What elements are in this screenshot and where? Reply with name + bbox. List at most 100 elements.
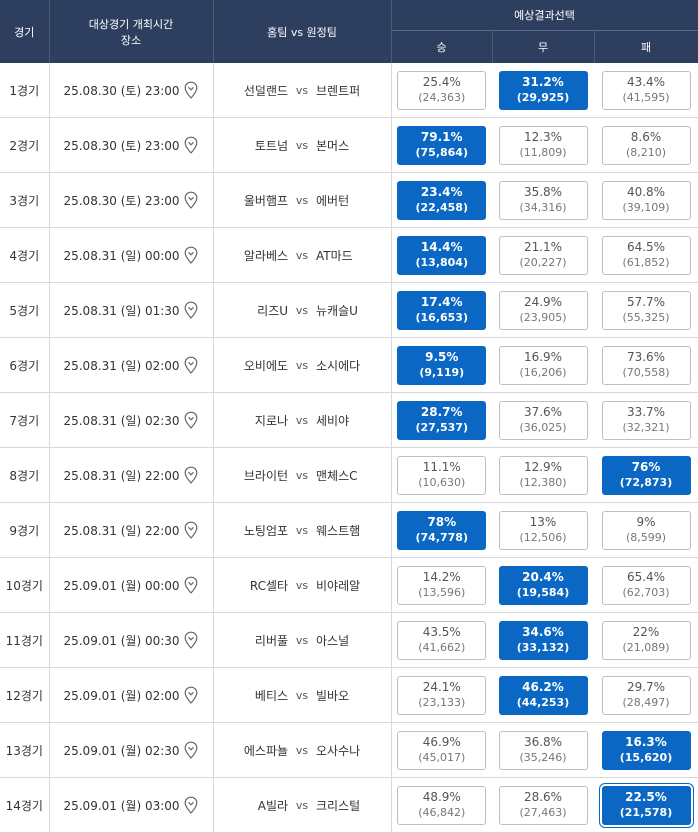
game-number: 6경기 <box>0 337 50 393</box>
win-option-button[interactable]: 48.9% (46,842) <box>397 785 487 825</box>
draw-option-button[interactable]: 20.4% (19,584) <box>498 565 588 605</box>
location-pin-icon[interactable] <box>183 796 199 814</box>
game-number: 3경기 <box>0 172 50 228</box>
location-pin-icon[interactable] <box>183 136 199 154</box>
draw-option-button[interactable]: 28.6% (27,463) <box>498 785 588 825</box>
lose-option-button[interactable]: 64.5% (61,852) <box>601 235 691 275</box>
draw-option-button[interactable]: 12.9% (12,380) <box>498 455 588 495</box>
lose-option-button[interactable]: 40.8% (39,109) <box>601 180 691 220</box>
match-row: 6경기 25.08.31 (일) 02:00 오비에도 vs 소시에다 9.5% (9,11… <box>0 337 698 393</box>
win-option-button[interactable]: 23.4% (22,458) <box>397 180 487 220</box>
win-cell: 48.9% (46,842) <box>391 777 492 833</box>
lose-option-button[interactable]: 16.3% (15,620) <box>601 730 691 770</box>
lose-option-button[interactable]: 76% (72,873) <box>601 455 691 495</box>
draw-cell: 37.6% (36,025) <box>492 392 594 448</box>
match-row: 4경기 25.08.31 (일) 00:00 알라베스 vs AT마드 14.4% (13,… <box>0 227 698 283</box>
win-option-button[interactable]: 79.1% (75,864) <box>397 125 487 165</box>
lose-cell: 73.6% (70,558) <box>594 337 698 393</box>
away-team: 본머스 <box>315 138 350 153</box>
match-row: 9경기 25.08.31 (일) 22:00 노팅엄포 vs 웨스트햄 78% (74,77… <box>0 502 698 558</box>
draw-option-button[interactable]: 36.8% (35,246) <box>498 730 588 770</box>
win-option-button[interactable]: 25.4% (24,363) <box>397 70 487 110</box>
lose-cell: 43.4% (41,595) <box>594 63 698 118</box>
home-team: A빌라 <box>257 798 289 813</box>
match-time: 25.09.01 (월) 03:00 <box>63 798 180 813</box>
lose-option-button[interactable]: 9% (8,599) <box>601 510 691 550</box>
teams-cell: 지로나 vs 세비야 <box>213 392 392 448</box>
match-time-cell: 25.08.30 (토) 23:00 <box>49 117 214 173</box>
location-pin-icon[interactable] <box>183 466 199 484</box>
win-count: (46,842) <box>418 806 466 819</box>
win-option-button[interactable]: 11.1% (10,630) <box>397 455 487 495</box>
game-number: 9경기 <box>0 502 50 558</box>
location-pin-icon[interactable] <box>183 576 199 594</box>
lose-option-button[interactable]: 43.4% (41,595) <box>601 70 691 110</box>
win-option-button[interactable]: 24.1% (23,133) <box>397 675 487 715</box>
teams-cell: 토트넘 vs 본머스 <box>213 117 392 173</box>
lose-count: (62,703) <box>622 586 670 599</box>
win-option-button[interactable]: 43.5% (41,662) <box>397 620 487 660</box>
draw-option-button[interactable]: 16.9% (16,206) <box>498 345 588 385</box>
location-pin-icon[interactable] <box>183 356 199 374</box>
draw-option-button[interactable]: 12.3% (11,809) <box>498 125 588 165</box>
win-cell: 46.9% (45,017) <box>391 722 492 778</box>
draw-percentage: 37.6% <box>523 405 563 419</box>
lose-percentage: 43.4% <box>626 75 666 89</box>
win-option-button[interactable]: 28.7% (27,537) <box>397 400 487 440</box>
lose-option-button[interactable]: 22% (21,089) <box>601 620 691 660</box>
match-time: 25.08.31 (일) 02:30 <box>63 413 180 428</box>
match-time-cell: 25.09.01 (월) 02:30 <box>49 722 214 778</box>
location-pin-icon[interactable] <box>183 191 199 209</box>
location-pin-icon[interactable] <box>183 301 199 319</box>
lose-count: (15,620) <box>619 751 673 764</box>
win-count: (75,864) <box>415 146 468 159</box>
location-pin-icon[interactable] <box>183 521 199 539</box>
draw-option-button[interactable]: 35.8% (34,316) <box>498 180 588 220</box>
lose-option-button[interactable]: 22.5% (21,578) <box>601 785 691 825</box>
draw-option-button[interactable]: 46.2% (44,253) <box>498 675 588 715</box>
draw-cell: 16.9% (16,206) <box>492 337 594 393</box>
win-percentage: 48.9% <box>422 790 461 804</box>
lose-percentage: 76% <box>631 460 661 474</box>
lose-option-button[interactable]: 65.4% (62,703) <box>601 565 691 605</box>
lose-option-button[interactable]: 29.7% (28,497) <box>601 675 691 715</box>
match-time: 25.08.31 (일) 00:00 <box>63 248 180 263</box>
win-option-button[interactable]: 14.4% (13,804) <box>397 235 487 275</box>
draw-option-button[interactable]: 37.6% (36,025) <box>498 400 588 440</box>
draw-count: (33,132) <box>516 641 570 654</box>
teams-cell: 리버풀 vs 아스널 <box>213 612 392 668</box>
win-percentage: 23.4% <box>420 185 463 199</box>
win-option-button[interactable]: 14.2% (13,596) <box>397 565 487 605</box>
match-time: 25.08.30 (토) 23:00 <box>63 193 180 208</box>
location-pin-icon[interactable] <box>183 686 199 704</box>
match-time: 25.09.01 (월) 02:30 <box>63 743 180 758</box>
lose-option-button[interactable]: 57.7% (55,325) <box>601 290 691 330</box>
draw-option-button[interactable]: 31.2% (29,925) <box>498 70 588 110</box>
draw-option-button[interactable]: 21.1% (20,227) <box>498 235 588 275</box>
location-pin-icon[interactable] <box>183 631 199 649</box>
teams-cell: 선덜랜드 vs 브렌트퍼 <box>213 63 392 118</box>
match-time-cell: 25.08.30 (토) 23:00 <box>49 63 214 118</box>
draw-option-button[interactable]: 34.6% (33,132) <box>498 620 588 660</box>
location-pin-icon[interactable] <box>183 411 199 429</box>
win-option-button[interactable]: 9.5% (9,119) <box>397 345 487 385</box>
lose-option-button[interactable]: 8.6% (8,210) <box>601 125 691 165</box>
lose-option-button[interactable]: 73.6% (70,558) <box>601 345 691 385</box>
win-option-button[interactable]: 17.4% (16,653) <box>397 290 487 330</box>
home-team: 노팅엄포 <box>243 523 289 538</box>
draw-option-button[interactable]: 13% (12,506) <box>498 510 588 550</box>
draw-option-button[interactable]: 24.9% (23,905) <box>498 290 588 330</box>
match-time-cell: 25.09.01 (월) 03:00 <box>49 777 214 833</box>
location-pin-icon[interactable] <box>183 741 199 759</box>
win-option-button[interactable]: 78% (74,778) <box>397 510 487 550</box>
draw-percentage: 16.9% <box>523 350 563 364</box>
draw-count: (16,206) <box>519 366 567 379</box>
lose-percentage: 9% <box>636 515 656 529</box>
win-option-button[interactable]: 46.9% (45,017) <box>397 730 487 770</box>
location-pin-icon[interactable] <box>183 81 199 99</box>
away-team: 빌바오 <box>315 688 350 703</box>
match-row: 1경기 25.08.30 (토) 23:00 선덜랜드 vs 브렌트퍼 25.4% (24,… <box>0 63 698 118</box>
lose-option-button[interactable]: 33.7% (32,321) <box>601 400 691 440</box>
location-pin-icon[interactable] <box>183 246 199 264</box>
home-team: 알라베스 <box>243 248 289 263</box>
